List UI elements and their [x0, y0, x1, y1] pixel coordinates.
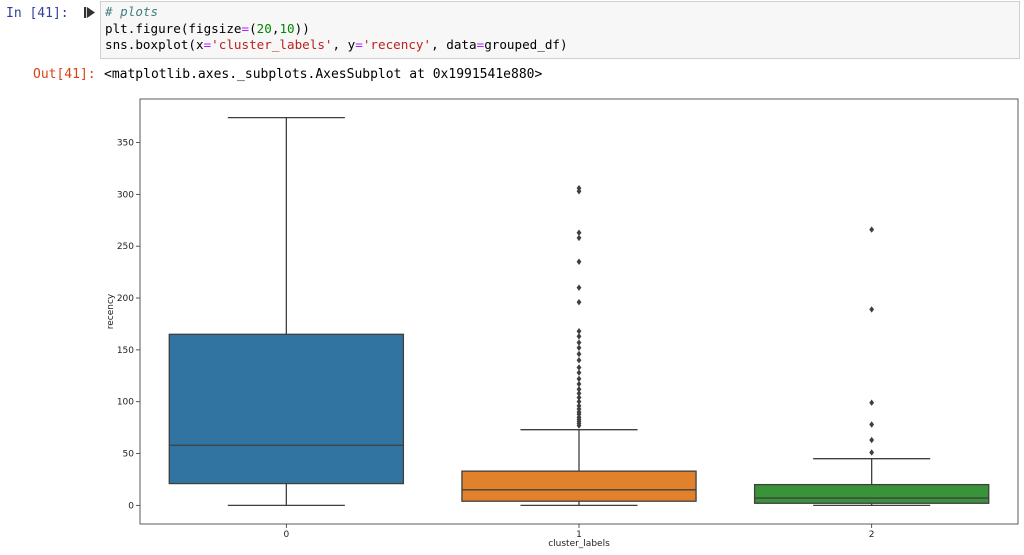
code-token: grouped_df) [484, 37, 568, 52]
box-0 [168, 333, 405, 485]
outlier-point [576, 333, 582, 340]
outlier-point [576, 398, 582, 405]
y-tick-label: 50 [123, 450, 135, 460]
code-token: )) [294, 20, 310, 36]
code-token: ( [249, 20, 257, 36]
outlier-point [576, 380, 582, 388]
code-token: = [476, 37, 485, 52]
code-token: , data [431, 37, 477, 52]
input-cell: In [41]: # plots plt.figure(figsize=(20,1… [0, 0, 1024, 62]
boxplot-chart: 0 50 100 150 200 250 300 350 recency cluster_labe… [106, 98, 1019, 549]
outlier-point [576, 386, 582, 393]
code-text[interactable]: # plots plt.figure(figsize=(20,10)) sns.bo… [105, 4, 568, 54]
outlier-point [869, 436, 875, 444]
outlier-point [576, 284, 582, 291]
code-token: = [203, 37, 212, 52]
outlier-point [576, 258, 582, 265]
x-axis-label: cluster_labels [548, 539, 610, 549]
code-token: sns.boxplot(x [105, 37, 204, 52]
outlier-point [576, 394, 582, 401]
input-prompt: In [41]: [6, 6, 69, 21]
y-tick-label: 250 [117, 242, 134, 252]
outlier-point [576, 375, 582, 383]
code-token: 'cluster_labels' [211, 37, 333, 52]
output-prompt: Out[41]: [33, 67, 96, 82]
x-tick-label: 1 [576, 530, 582, 540]
code-token: , y [332, 37, 356, 52]
outlier-point [576, 327, 582, 335]
outlier-point [869, 399, 875, 406]
x-tick-label: 0 [283, 530, 289, 540]
outlier-point [576, 298, 582, 306]
y-tick-label: 100 [117, 398, 134, 408]
output-text: <matplotlib.axes._subplots.AxesSubplot a… [104, 67, 543, 82]
outlier-point [869, 306, 875, 313]
outlier-point [576, 369, 582, 376]
code-line: # plots [105, 4, 568, 21]
outlier-point [576, 390, 582, 397]
code-token: # plots [105, 4, 159, 19]
outlier-point [869, 226, 875, 233]
code-token: = [241, 20, 250, 36]
y-tick-label: 200 [117, 294, 134, 304]
y-tick-label: 350 [117, 139, 134, 149]
code-token: = [355, 37, 363, 52]
outlier-point [576, 350, 582, 358]
outlier-point [869, 421, 875, 428]
outlier-point [576, 402, 582, 410]
code-token: 'recency' [362, 37, 432, 52]
box-1 [461, 470, 697, 502]
y-axis-label: recency [106, 293, 116, 329]
code-token: 20 [256, 20, 272, 36]
run-cell-icon[interactable] [84, 7, 95, 18]
outlier-point [576, 229, 582, 236]
outlier-point [576, 339, 582, 346]
code-line: plt.figure(figsize=(20,10)) [105, 21, 568, 38]
outlier-point [576, 357, 582, 364]
box-2 [753, 483, 990, 504]
code-line: sns.boxplot(x='cluster_labels', y='recen… [105, 37, 568, 54]
outlier-point [869, 449, 875, 456]
code-token: plt.figure(figsize [105, 20, 242, 36]
code-editor[interactable]: # plots plt.figure(figsize=(20,10)) sns.bo… [100, 1, 1020, 59]
outlier-point [576, 344, 582, 351]
outlier-point [576, 184, 582, 192]
outlier-point [576, 234, 582, 242]
x-tick-label: 2 [869, 530, 875, 540]
code-token: 10 [279, 20, 295, 36]
y-tick-label: 300 [117, 190, 134, 200]
y-tick-label: 150 [117, 346, 134, 356]
code-token: , [271, 20, 280, 36]
outlier-point [576, 364, 582, 371]
y-tick-label: 0 [128, 501, 134, 511]
